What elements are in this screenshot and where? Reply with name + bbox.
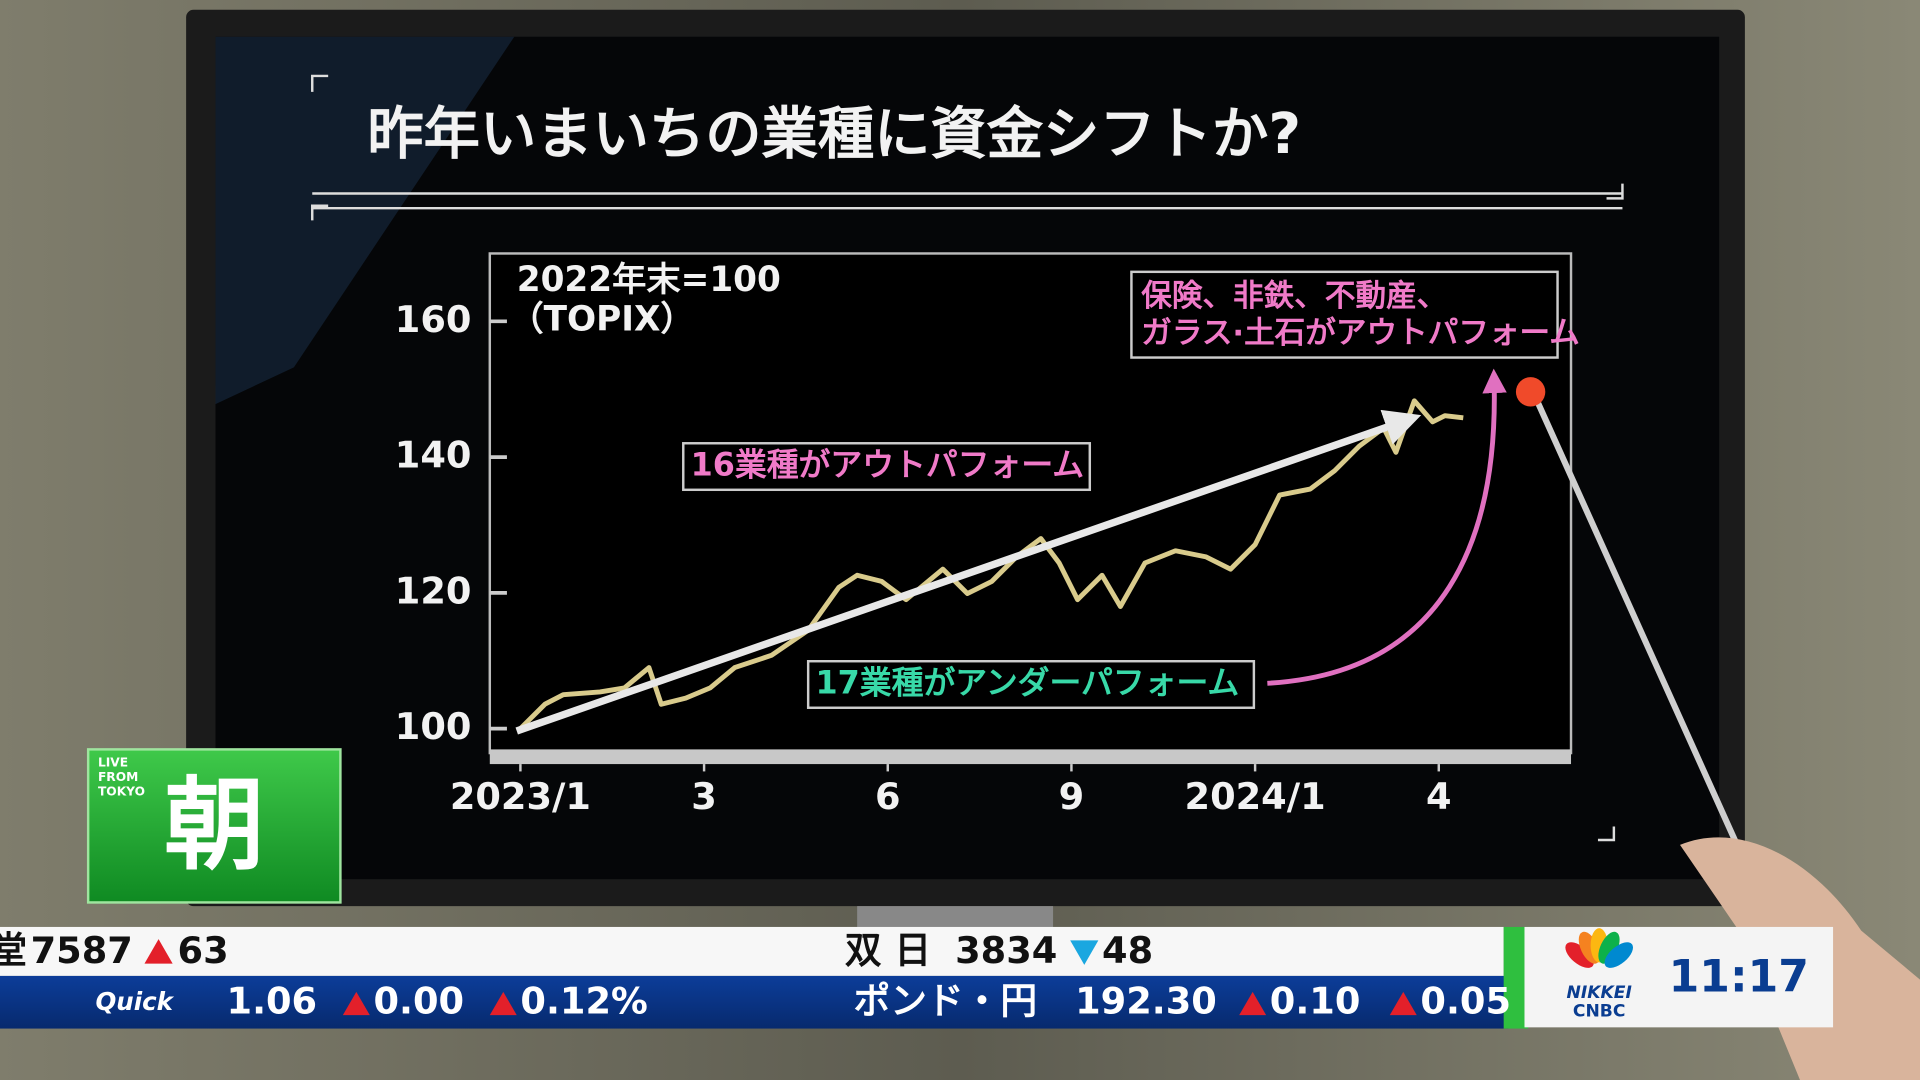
clock: 11:17 — [1669, 952, 1809, 1003]
plot-bottom-band — [489, 749, 1572, 765]
x-tick-label: 4 — [1426, 775, 1452, 818]
peacock-logo — [1565, 928, 1634, 968]
ticker-text: ポンド・円 — [853, 979, 1037, 1022]
ticker-text: 0.12% — [520, 979, 647, 1022]
down-arrow — [1070, 940, 1099, 965]
ticker-text: 0.00 — [373, 979, 464, 1022]
up-arrow — [1389, 991, 1417, 1016]
x-tick-label: 3 — [691, 775, 717, 818]
up-arrow — [489, 991, 517, 1016]
annotation: （TOPIX） — [509, 299, 694, 339]
show-name: 朝 — [164, 767, 264, 884]
up-arrow — [342, 991, 370, 1016]
live-label: FROM — [98, 770, 138, 784]
ticker-text: 0.10 — [1270, 979, 1361, 1022]
ticker-text: 0.05 — [1420, 979, 1511, 1022]
x-tick-label: 2023/1 — [450, 775, 591, 818]
ticker-text: 7587 — [31, 929, 133, 972]
up-arrow — [1239, 991, 1267, 1016]
ticker-text: 3834 — [955, 929, 1057, 972]
x-tick-label: 9 — [1059, 775, 1085, 818]
x-tick-label: 2024/1 — [1185, 775, 1326, 818]
ticker-text: 192.30 — [1075, 979, 1217, 1022]
ticker-text: 堂 — [0, 929, 27, 972]
screen-decoration — [215, 36, 515, 405]
ticker-row-1 — [0, 926, 1504, 976]
annotation: ガラス·土石がアウトパフォーム — [1141, 315, 1580, 351]
live-label: TOKYO — [98, 785, 145, 799]
ticker-accent — [1503, 926, 1529, 1029]
annotation: 16業種がアウトパフォーム — [691, 446, 1084, 484]
chart-title: 昨年いまいちの業種に資金シフトか? — [367, 102, 1301, 167]
callout-arrow — [1267, 368, 1507, 686]
annotation: 保険、非鉄、不動産、 — [1141, 278, 1447, 314]
title-corner-marks — [311, 74, 1624, 842]
show-bug — [86, 748, 342, 904]
annotation-box — [806, 660, 1256, 709]
annotation-box — [1130, 270, 1559, 359]
ticker-source: Quick — [96, 987, 175, 1016]
ticker-text: 48 — [1102, 929, 1153, 972]
y-tick-label: 120 — [395, 569, 472, 612]
monitor-stand — [857, 906, 1054, 931]
live-label: LIVE — [98, 755, 128, 769]
ticker-text: 双 日 — [845, 929, 931, 972]
annotation: 17業種がアンダーパフォーム — [816, 663, 1240, 701]
ticker-text: 63 — [178, 929, 229, 972]
trend-arrow — [515, 409, 1422, 735]
pointer-tip — [1515, 377, 1546, 407]
price-line — [518, 398, 1464, 731]
y-tick-label: 140 — [395, 434, 472, 477]
y-tick-label: 160 — [395, 298, 472, 341]
ticker-text: 1.06 — [227, 979, 318, 1022]
x-tick-label: 6 — [875, 775, 901, 818]
annotation: 2022年末=100 — [517, 260, 781, 300]
logo-text: NIKKEI — [1567, 983, 1633, 1003]
annotation-box — [682, 442, 1092, 492]
up-arrow — [144, 939, 173, 964]
y-tick-label: 100 — [395, 705, 472, 748]
logo-text: CNBC — [1573, 1001, 1626, 1021]
